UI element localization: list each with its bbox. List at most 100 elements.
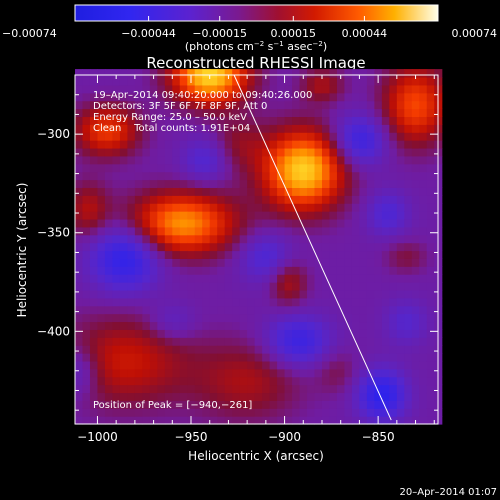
heatmap-cell (292, 400, 301, 409)
heatmap-cell (142, 337, 151, 346)
heatmap-cell (277, 376, 286, 386)
heatmap-cell (104, 250, 114, 259)
heatmap-cell (97, 258, 106, 267)
heatmap-cell (314, 203, 323, 212)
heatmap-cell (232, 337, 241, 346)
heatmap-cell (359, 211, 368, 220)
heatmap-cell (389, 218, 398, 228)
heatmap-cell (209, 282, 218, 291)
heatmap-cell (396, 408, 405, 417)
heatmap-cell (82, 321, 91, 330)
heatmap-cell (247, 360, 256, 370)
y-tick-label: −350 (37, 226, 70, 240)
heatmap-cell (127, 400, 136, 409)
heatmap-cell (127, 179, 136, 188)
heatmap-cell (142, 313, 151, 323)
heatmap-cell (239, 108, 248, 118)
heatmap-cell (254, 76, 263, 86)
heatmap-cell (217, 203, 226, 212)
heatmap-cell (157, 84, 166, 94)
heatmap-cell (89, 258, 99, 267)
heatmap-cell (336, 376, 346, 386)
x-tick-label: −850 (362, 430, 395, 444)
heatmap-cell (232, 360, 241, 370)
heatmap-cell (329, 258, 338, 267)
heatmap-cell (187, 195, 196, 204)
heatmap-cell (194, 171, 203, 181)
heatmap-cell (142, 84, 151, 94)
heatmap-cell (359, 84, 368, 94)
heatmap-cell (381, 321, 390, 330)
heatmap-cell (179, 179, 188, 188)
heatmap-cell (187, 187, 196, 196)
heatmap-cell (217, 226, 226, 236)
heatmap-cell (329, 408, 338, 417)
heatmap-cell (404, 218, 413, 228)
heatmap-cell (389, 329, 398, 338)
heatmap-cell (419, 100, 428, 110)
heatmap-cell (299, 147, 308, 157)
heatmap-cell (97, 376, 106, 386)
heatmap-cell (75, 124, 84, 133)
heatmap-cell (149, 337, 158, 346)
heatmap-cell (104, 400, 114, 409)
heatmap-cell (404, 266, 413, 275)
heatmap-cell (351, 171, 361, 181)
heatmap-cell (321, 376, 331, 386)
heatmap-cell (179, 392, 188, 401)
heatmap-cell (292, 392, 301, 401)
heatmap-cell (194, 416, 203, 425)
y-tick-label: −400 (37, 324, 70, 338)
heatmap-cell (89, 76, 99, 86)
heatmap-cell (247, 171, 256, 181)
heatmap-cell (112, 297, 121, 307)
heatmap-cell (411, 132, 420, 141)
heatmap-cell (329, 329, 338, 338)
heatmap-cell (82, 234, 91, 244)
heatmap-cell (112, 124, 121, 133)
heatmap-cell (404, 203, 413, 212)
heatmap-cell (134, 140, 143, 149)
heatmap-cell (239, 329, 248, 338)
heatmap-cell (232, 171, 241, 181)
heatmap-cell (359, 384, 368, 394)
heatmap-cell (366, 187, 375, 196)
heatmap-cell (112, 140, 121, 149)
heatmap-cell (307, 163, 316, 173)
heatmap-cell (179, 408, 188, 417)
heatmap-cell (329, 400, 338, 409)
heatmap-cell (292, 234, 301, 244)
heatmap-cell (359, 305, 368, 315)
heatmap-cell (97, 400, 106, 409)
heatmap-cell (426, 329, 435, 338)
heatmap-cell (164, 234, 173, 244)
heatmap-cell (284, 116, 293, 125)
heatmap-cell (89, 345, 99, 354)
heatmap-cell (179, 171, 188, 181)
heatmap-cell (262, 100, 271, 110)
heatmap-cell (404, 400, 413, 409)
heatmap-cell (149, 266, 158, 275)
heatmap-cell (329, 368, 338, 378)
heatmap-cell (172, 226, 181, 236)
heatmap-cell (389, 84, 398, 94)
heatmap-cell (411, 313, 420, 323)
heatmap-cell (89, 289, 99, 299)
heatmap-cell (359, 187, 368, 196)
heatmap-cell (381, 360, 390, 370)
heatmap-cell (396, 69, 405, 78)
heatmap-cell (239, 313, 248, 323)
heatmap-cell (419, 337, 428, 346)
heatmap-cell (127, 258, 136, 267)
heatmap-cell (75, 416, 84, 425)
heatmap-cell (321, 416, 331, 425)
heatmap-cell (321, 274, 331, 283)
heatmap-cell (404, 179, 413, 188)
heatmap-cell (112, 337, 121, 346)
heatmap-cell (202, 258, 211, 267)
heatmap-cell (232, 313, 241, 323)
heatmap-cell (269, 84, 278, 94)
heatmap-cell (307, 297, 316, 307)
heatmap-cell (389, 187, 398, 196)
heatmap-cell (419, 274, 428, 283)
